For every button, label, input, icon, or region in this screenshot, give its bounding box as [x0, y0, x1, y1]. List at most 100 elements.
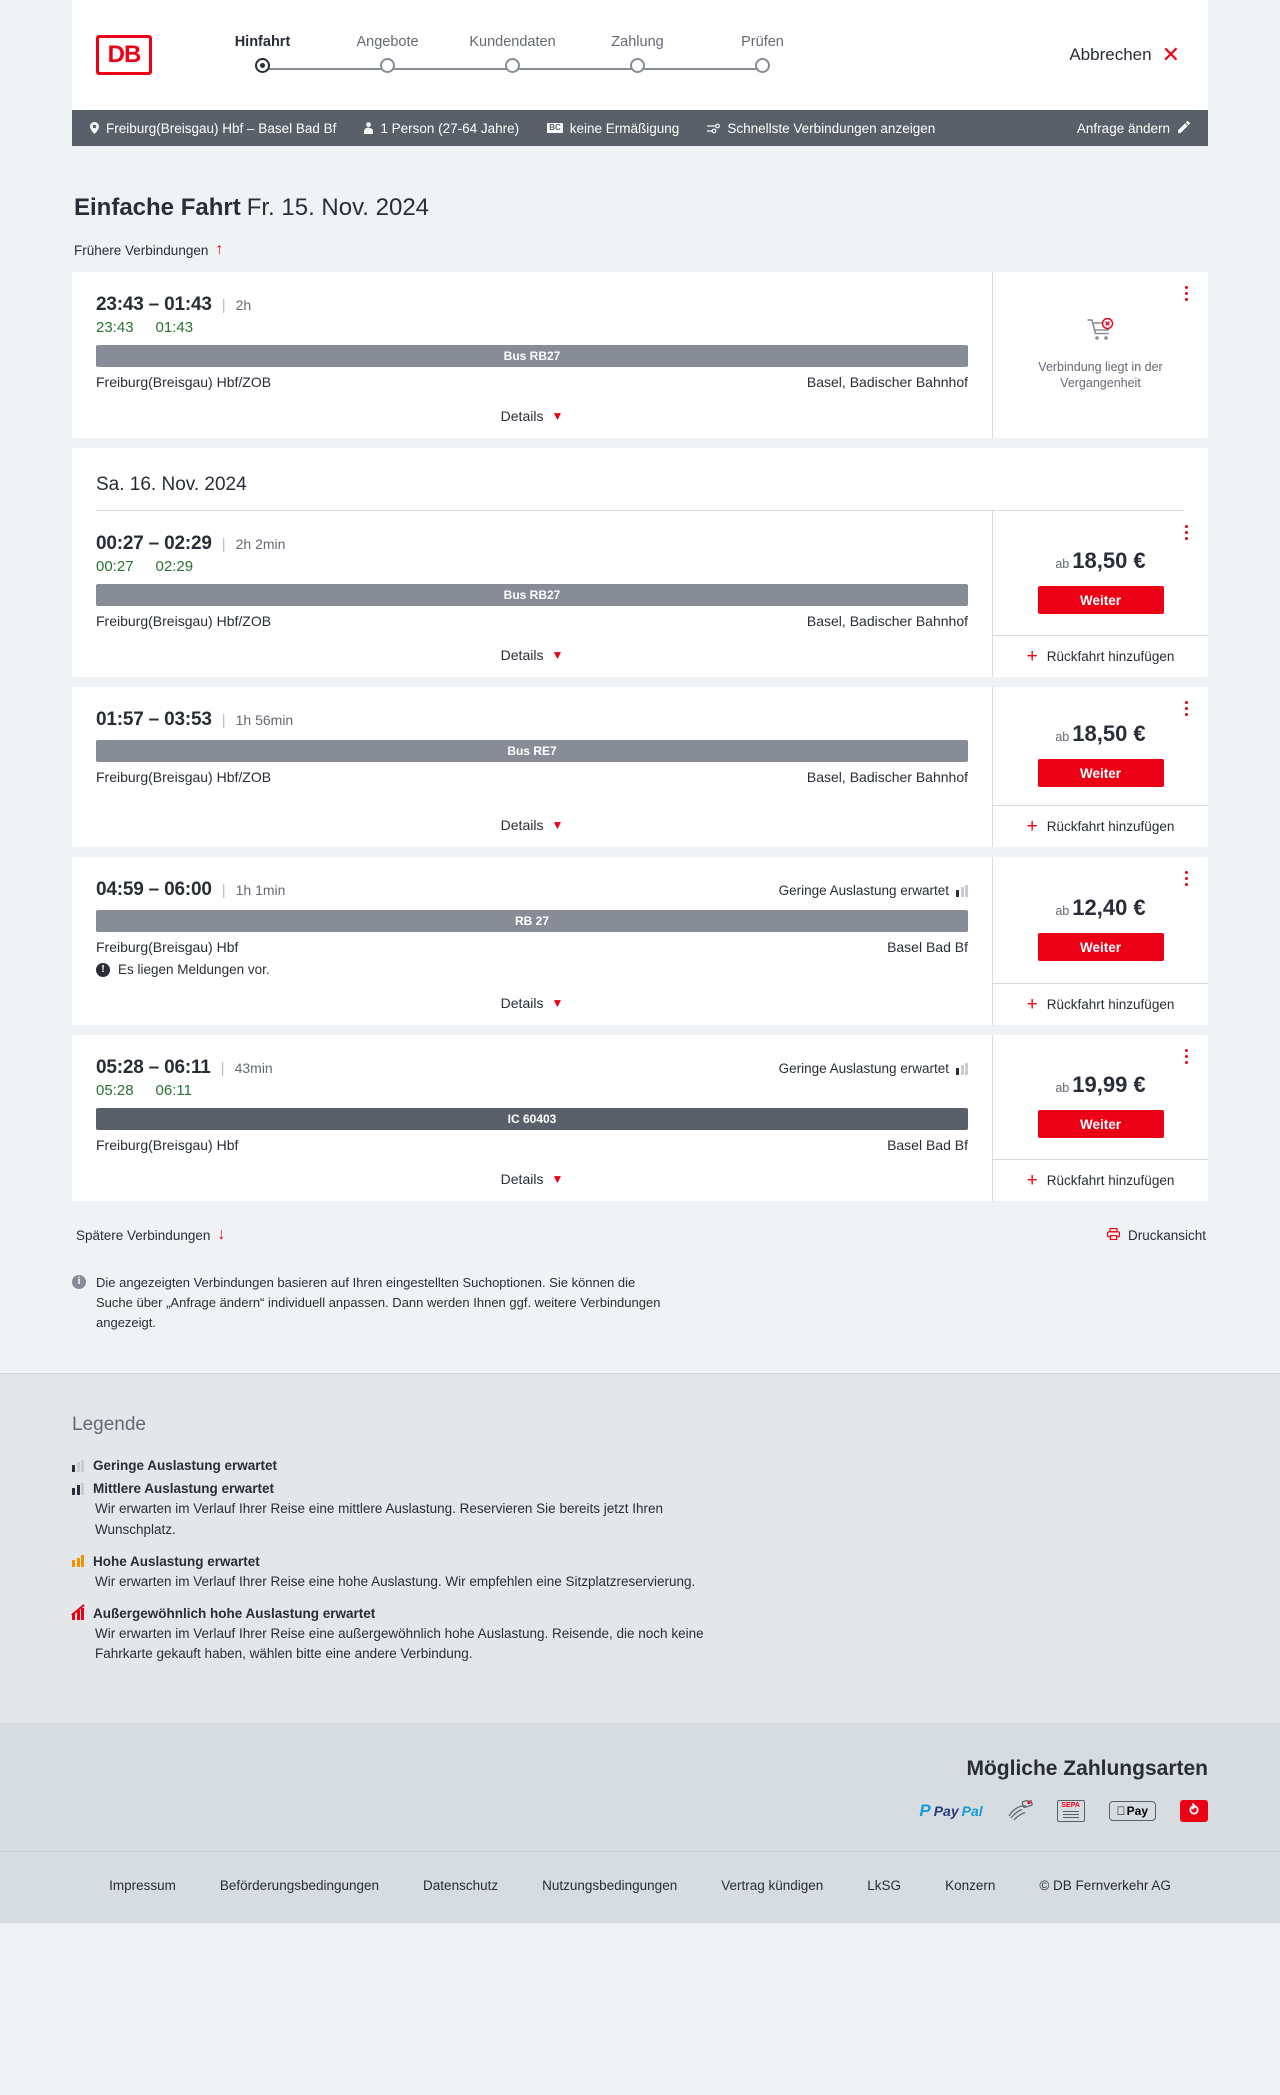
step-dot-hinfahrt[interactable]: [255, 58, 270, 74]
details-label: Details: [500, 408, 544, 424]
print-view-link[interactable]: Druckansicht: [1106, 1228, 1206, 1243]
continue-button[interactable]: Weiter: [1037, 759, 1164, 787]
legend-head: Außergewöhnlich hohe Auslastung erwartet: [71, 1603, 1208, 1622]
footer-link-konzern[interactable]: Konzern: [945, 1877, 996, 1893]
add-return-trip-button[interactable]: + Rückfahrt hinzufügen: [993, 635, 1208, 677]
price-value: ab 18,50 €: [1055, 548, 1145, 574]
add-return-trip-button[interactable]: + Rückfahrt hinzufügen: [993, 1159, 1208, 1201]
footer-link-lksg[interactable]: LkSG: [867, 1877, 902, 1893]
occupancy-low-icon: [72, 1459, 84, 1472]
step-label-pruefen[interactable]: Prüfen: [741, 33, 784, 50]
add-return-label: Rückfahrt hinzufügen: [1046, 1173, 1175, 1188]
more-options-icon[interactable]: [1181, 867, 1192, 890]
connection-card[interactable]: 00:27 – 02:29 | 2h 2min 00:27 02:29 Bus …: [72, 511, 1208, 677]
add-return-trip-button[interactable]: + Rückfahrt hinzufügen: [993, 983, 1208, 1025]
location-pin-icon: [90, 122, 99, 134]
db-logo-icon[interactable]: DB: [96, 35, 152, 75]
step-dot-pruefen[interactable]: [755, 58, 770, 74]
legend-head: Mittlere Auslastung erwartet: [72, 1481, 1208, 1496]
footer-copyright: © DB Fernverkehr AG: [1039, 1877, 1171, 1893]
filter-discount-label: keine Ermäßigung: [569, 120, 680, 136]
legend-label: Mittlere Auslastung erwartet: [93, 1481, 275, 1497]
step-label-zahlung[interactable]: Zahlung: [611, 33, 664, 50]
price-prefix: ab: [1055, 904, 1070, 918]
connection-info: 23:43 – 01:43 | 2h 23:43 01:43 Bus RB27 …: [72, 272, 992, 438]
filter-route[interactable]: Freiburg(Breisgau) Hbf – Basel Bad Bf: [90, 121, 336, 136]
details-toggle[interactable]: Details ▼: [501, 408, 564, 424]
realtime-departure: 00:27: [96, 558, 134, 575]
earlier-connections-link[interactable]: Frühere Verbindungen ↑: [72, 238, 225, 262]
step-dot-zahlung[interactable]: [630, 58, 645, 74]
chevron-down-icon: ▼: [551, 1172, 564, 1186]
change-request-button[interactable]: Anfrage ändern: [1076, 120, 1191, 136]
occupancy-label: Geringe Auslastung erwartet: [778, 1061, 949, 1076]
more-options-icon[interactable]: [1181, 282, 1192, 305]
filter-passengers[interactable]: 1 Person (27-64 Jahre): [364, 121, 519, 136]
step-dot-cell-3: [450, 58, 575, 74]
legend-item-low: Geringe Auslastung erwartet: [72, 1458, 1208, 1473]
details-toggle[interactable]: Details ▼: [501, 995, 564, 1011]
legend-description: Wir erwarten im Verlauf Ihrer Reise eine…: [95, 1573, 696, 1589]
more-options-icon[interactable]: [1181, 521, 1192, 544]
alert-icon: !: [96, 962, 110, 977]
details-toggle[interactable]: Details ▼: [501, 817, 564, 833]
step-label-angebote[interactable]: Angebote: [356, 33, 419, 50]
add-return-trip-button[interactable]: + Rückfahrt hinzufügen: [993, 805, 1208, 847]
connection-times-row: 04:59 – 06:00 | 1h 1min Geringe Auslastu…: [96, 879, 968, 901]
footer-link-impressum[interactable]: Impressum: [109, 1877, 176, 1893]
step-dot-kundendaten[interactable]: [505, 58, 520, 74]
details-toggle[interactable]: Details ▼: [501, 1171, 564, 1187]
step-dot-angebote[interactable]: [380, 58, 395, 74]
filter-sorting[interactable]: Schnellste Verbindungen anzeigen: [707, 121, 935, 136]
connection-card[interactable]: 05:28 – 06:11 | 43min Geringe Auslastung…: [72, 1035, 1208, 1201]
connection-card[interactable]: 04:59 – 06:00 | 1h 1min Geringe Auslastu…: [72, 857, 1208, 1025]
connection-card[interactable]: 01:57 – 03:53 | 1h 56min Bus RE7 Freibur…: [72, 687, 1208, 847]
page-footer: Impressum Beförderungsbedingungen Datens…: [0, 1850, 1280, 1923]
progress-stepper: Hinfahrt Angebote Kundendaten Zahlung Pr…: [200, 30, 825, 80]
filter-discount[interactable]: BC keine Ermäßigung: [547, 121, 679, 136]
connection-card[interactable]: 23:43 – 01:43 | 2h 23:43 01:43 Bus RB27 …: [72, 272, 1208, 438]
realtime-times-row: 05:28 06:11: [96, 1082, 968, 1099]
cancel-button[interactable]: Abbrechen ✕: [1069, 44, 1180, 66]
connection-notice[interactable]: ! Es liegen Meldungen vor.: [96, 962, 968, 977]
details-label: Details: [500, 1171, 544, 1187]
price-amount: 18,50 €: [1072, 721, 1146, 746]
person-icon: [364, 122, 374, 134]
footer-link-vertrag-kuendigen[interactable]: Vertrag kündigen: [721, 1877, 824, 1893]
cart-disabled-icon: [1086, 317, 1115, 349]
occupancy-very-high-icon: [71, 1603, 85, 1620]
later-connections-link[interactable]: Spätere Verbindungen ↓: [74, 1223, 227, 1247]
footer-link-befoerderungsbedingungen[interactable]: Beförderungsbedingungen: [219, 1877, 380, 1893]
details-toggle[interactable]: Details ▼: [501, 647, 564, 663]
connection-times-row: 00:27 – 02:29 | 2h 2min: [96, 533, 968, 555]
legend-label: Außergewöhnlich hohe Auslastung erwartet: [93, 1606, 376, 1622]
legend-label: Geringe Auslastung erwartet: [93, 1458, 278, 1474]
plus-icon: +: [1026, 645, 1038, 667]
legend-head: Geringe Auslastung erwartet: [72, 1458, 1208, 1473]
more-options-icon[interactable]: [1181, 697, 1192, 720]
footer-link-nutzungsbedingungen[interactable]: Nutzungsbedingungen: [542, 1877, 678, 1893]
page-title: Einfache Fahrt Fr. 15. Nov. 2024: [72, 194, 1208, 222]
continue-button[interactable]: Weiter: [1037, 586, 1164, 614]
continue-button[interactable]: Weiter: [1037, 933, 1164, 961]
filter-sorting-label: Schnellste Verbindungen anzeigen: [727, 120, 936, 136]
continue-button[interactable]: Weiter: [1037, 1110, 1164, 1138]
details-row: Details ▼: [96, 799, 968, 847]
change-request-label: Anfrage ändern: [1076, 120, 1170, 136]
legend-title: Legende: [72, 1414, 146, 1436]
occupancy-bars-icon: [956, 884, 968, 897]
price-amount: 12,40 €: [1072, 895, 1146, 920]
close-icon: ✕: [1161, 42, 1180, 67]
more-options-icon[interactable]: [1181, 1045, 1192, 1068]
step-label-kundendaten[interactable]: Kundendaten: [469, 33, 556, 50]
price-prefix: ab: [1055, 557, 1070, 571]
pencil-icon: [1178, 120, 1191, 136]
step-dot-cell-4: [575, 58, 700, 74]
step-label-hinfahrt[interactable]: Hinfahrt: [234, 33, 291, 50]
connection-info: 01:57 – 03:53 | 1h 56min Bus RE7 Freibur…: [72, 687, 992, 847]
times-separator: |: [221, 536, 226, 553]
realtime-arrival: 06:11: [155, 1082, 192, 1099]
footer-link-datenschutz[interactable]: Datenschutz: [423, 1877, 499, 1893]
legend-description: Wir erwarten im Verlauf Ihrer Reise eine…: [95, 1626, 704, 1662]
